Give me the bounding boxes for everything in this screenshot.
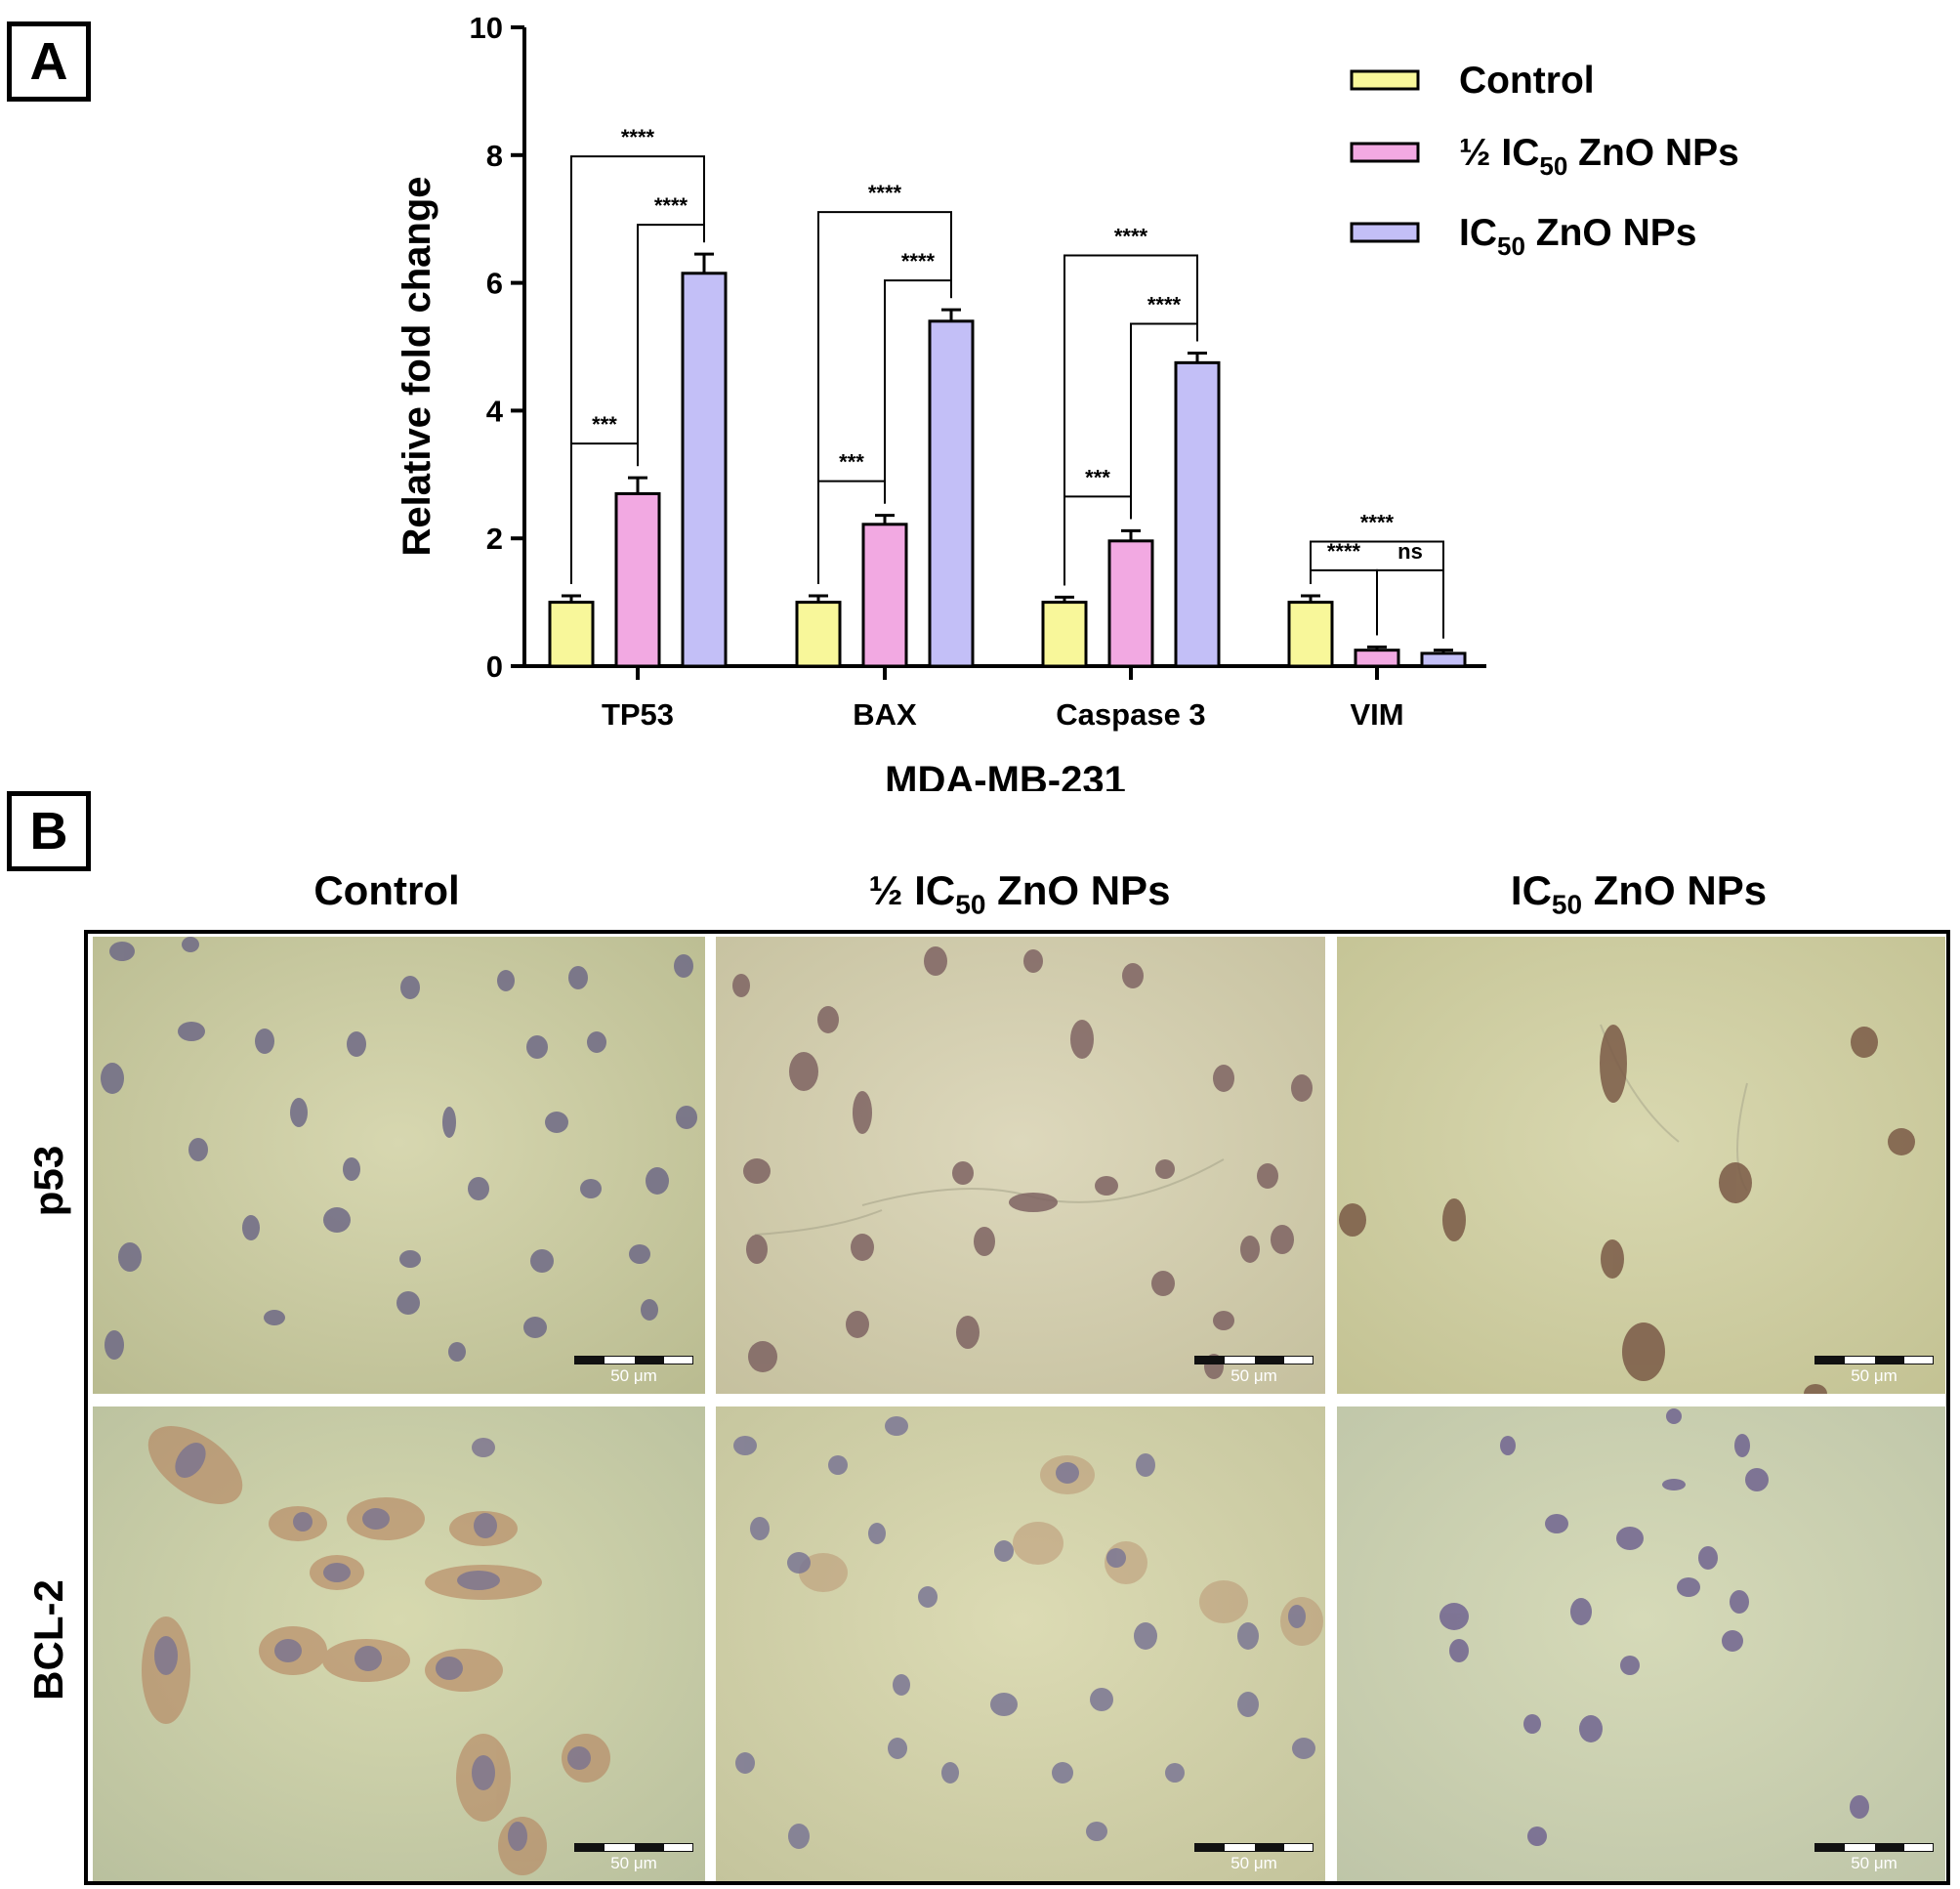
y-tick-label: 10	[470, 11, 503, 45]
y-tick-label: 8	[486, 139, 503, 173]
significance-label: ns	[1397, 539, 1423, 564]
x-axis-label: MDA-MB-231	[885, 759, 1126, 791]
panel-a-label: A	[7, 21, 91, 102]
significance-label: ***	[592, 412, 617, 437]
significance-label: ****	[901, 249, 936, 273]
bar	[1420, 651, 1467, 668]
x-tick-label: BAX	[853, 697, 917, 732]
significance-label: ****	[1327, 539, 1361, 564]
micrograph-bcl2-half-ic50-image	[716, 1406, 1325, 1881]
bar	[795, 601, 842, 668]
micrograph-bcl2-control: 50 μm	[93, 1406, 705, 1881]
micrograph-p53-half-ic50-image	[716, 937, 1325, 1394]
micrograph-p53-ic50: 50 μm	[1337, 937, 1945, 1394]
scale-bar: 50 μm	[1814, 1356, 1934, 1386]
panel-b-label: B	[7, 791, 91, 871]
bar	[548, 601, 595, 668]
significance-bracket	[1063, 254, 1198, 586]
bar	[1107, 539, 1154, 668]
legend-label: IC50 ZnO NPs	[1459, 212, 1696, 261]
legend-label: ½ IC50 ZnO NPs	[1459, 132, 1739, 181]
significance-label: ****	[621, 125, 655, 149]
significance-label: ****	[1360, 510, 1395, 534]
micrograph-p53-half-ic50: 50 μm	[716, 937, 1325, 1394]
significance-bracket	[1310, 540, 1444, 639]
bar	[1174, 360, 1221, 668]
column-title-half-ic50: ½ IC50 ZnO NPs	[868, 867, 1171, 920]
bar	[1041, 601, 1088, 668]
bar	[614, 491, 661, 668]
column-title-ic50: IC50 ZnO NPs	[1510, 867, 1768, 920]
significance-label: ****	[1114, 225, 1148, 249]
significance-label: ****	[868, 181, 902, 205]
bar	[1287, 601, 1334, 668]
micrograph-p53-control: 50 μm	[93, 937, 705, 1394]
significance-bracket	[1376, 568, 1444, 639]
y-tick-label: 2	[486, 522, 503, 556]
scale-bar: 50 μm	[1194, 1356, 1314, 1386]
micrograph-bcl2-ic50-image	[1337, 1406, 1945, 1881]
row-title-bcl2: BCL-2	[25, 1579, 71, 1700]
legend-swatch	[1350, 69, 1420, 91]
legend-swatch	[1350, 222, 1420, 243]
legend-label: Control	[1459, 60, 1595, 102]
legend-swatch	[1350, 142, 1420, 163]
micrograph-bcl2-ic50: 50 μm	[1337, 1406, 1945, 1881]
significance-label: ***	[839, 450, 864, 475]
y-axis-label: Relative fold change	[396, 177, 438, 557]
significance-label: ****	[654, 193, 688, 218]
bar-chart: 0 2 4 6 8 10 Relative fold change TP53 BAX Caspas…	[396, 11, 1739, 791]
bar	[861, 523, 908, 668]
bar	[681, 272, 728, 668]
significance-label: ***	[1085, 465, 1110, 489]
bar	[1354, 649, 1400, 668]
y-tick-label: 4	[486, 394, 504, 428]
scale-bar: 50 μm	[574, 1356, 693, 1386]
row-title-p53: p53	[25, 1145, 71, 1217]
micrograph-bcl2-control-image	[93, 1406, 705, 1881]
bar	[928, 319, 975, 668]
y-tick-label: 6	[486, 267, 503, 301]
micrograph-grid: 50 μm 50 μm	[84, 930, 1950, 1885]
significance-label: ****	[1147, 293, 1182, 317]
significance-bracket	[817, 211, 952, 585]
x-tick-label: Caspase 3	[1056, 697, 1205, 732]
micrograph-p53-ic50-image	[1337, 937, 1945, 1394]
scale-bar: 50 μm	[1814, 1843, 1934, 1873]
y-tick-label: 0	[486, 650, 503, 684]
micrograph-p53-control-image	[93, 937, 705, 1394]
column-title-control: Control	[313, 867, 460, 913]
significance-bracket	[570, 155, 705, 585]
scale-bar: 50 μm	[574, 1843, 693, 1873]
x-tick-label: TP53	[602, 697, 674, 732]
x-tick-label: VIM	[1350, 697, 1403, 732]
micrograph-bcl2-half-ic50: 50 μm	[716, 1406, 1325, 1881]
scale-bar: 50 μm	[1194, 1843, 1314, 1873]
